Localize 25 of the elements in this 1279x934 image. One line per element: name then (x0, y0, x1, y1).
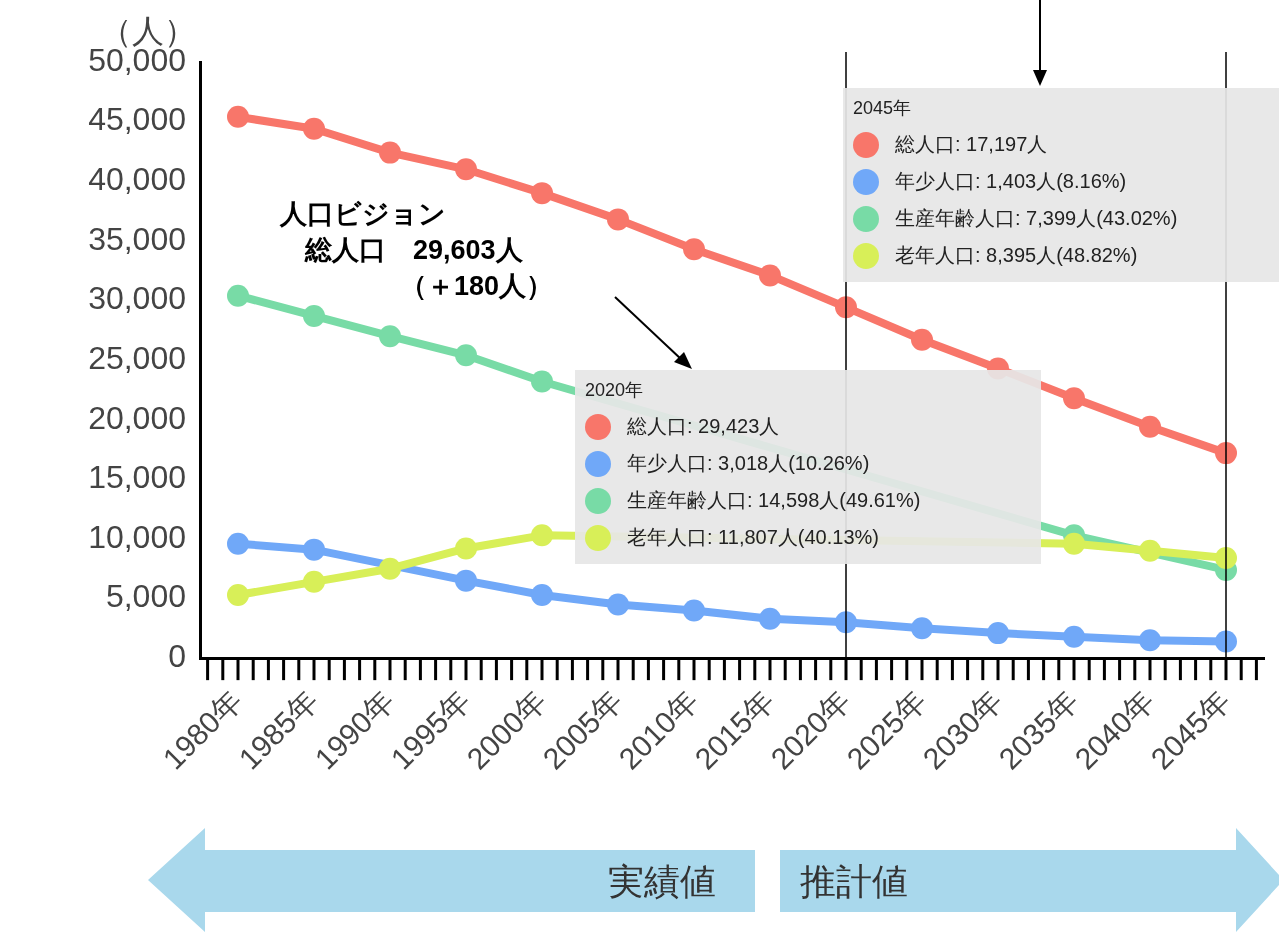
annotation: 年少人口: 1,403人(8.16%) (895, 169, 1127, 194)
annotation: 総人口: 17,197人 (895, 132, 1048, 157)
y-tick-label: 15,000 (88, 459, 186, 496)
y-tick-label: 5,000 (105, 578, 186, 615)
annotation: （＋180人） (399, 270, 554, 303)
y-tick-label: 30,000 (88, 280, 186, 317)
y-tick-label: 25,000 (88, 339, 186, 376)
text: 実績値 (608, 860, 716, 904)
y-tick-label: 20,000 (88, 399, 186, 436)
annotation: 年少人口: 3,018人(10.26%) (627, 451, 870, 476)
y-tick-label: 10,000 (88, 518, 186, 555)
y-tick-label: 45,000 (88, 101, 186, 138)
annotation: 総人口: 29,423人 (627, 414, 780, 439)
text: 推計値 (800, 860, 908, 904)
y-tick-label: 40,000 (88, 161, 186, 198)
annotation: 老年人口: 11,807人(40.13%) (627, 525, 879, 550)
annotation: 総人口 29,603人 (303, 234, 524, 267)
annotation: 生産年齢人口: 14,598人(49.61%) (627, 488, 921, 513)
annotation: 生産年齢人口: 7,399人(43.02%) (895, 206, 1178, 231)
annotation: 人口ビジョン (280, 198, 447, 231)
annotation: 老年人口: 8,395人(48.82%) (895, 243, 1138, 268)
y-tick-label: 35,000 (88, 220, 186, 257)
annotation: 2045年 (853, 97, 913, 120)
y-tick-label: 0 (168, 637, 186, 674)
annotation: 2020年 (585, 379, 645, 402)
